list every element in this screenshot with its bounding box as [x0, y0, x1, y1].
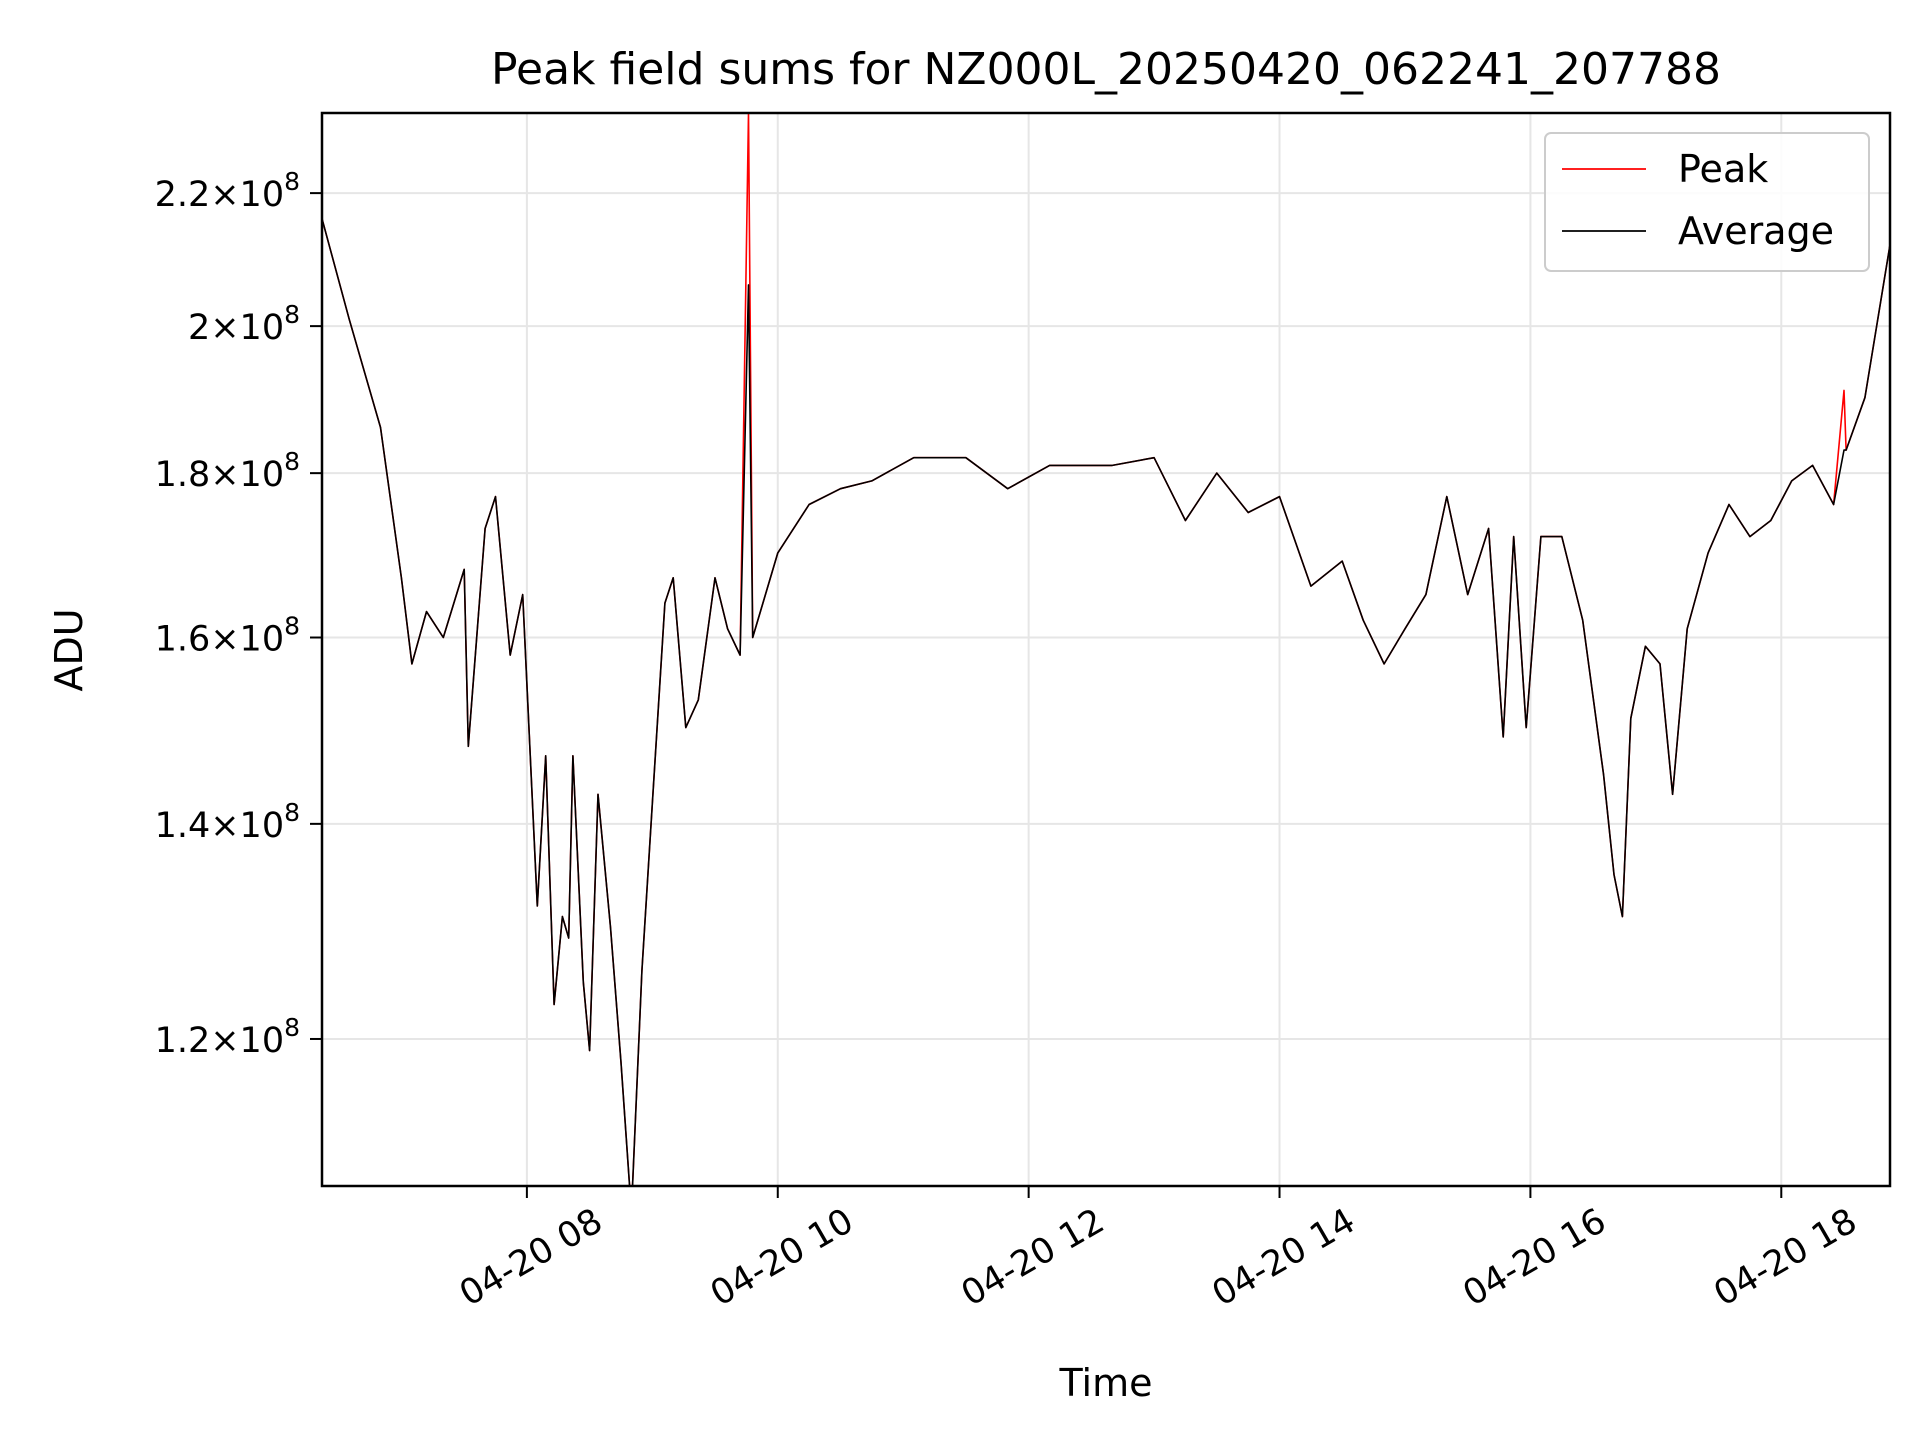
y-tick-label: 1.4×108 [155, 798, 300, 846]
series-line-average [322, 218, 1890, 1186]
y-tick-label: 1.2×108 [155, 1013, 300, 1061]
series-lines [322, 113, 1890, 1186]
legend-box [1544, 132, 1870, 272]
y-axis: 1.2×108 1.4×108 1.6×108 1.8×108 2×108 2.2×108 [155, 167, 322, 1061]
y-tick-label: 2×108 [188, 300, 300, 348]
y-tick-label: 1.8×108 [155, 447, 300, 495]
legend-label-peak: Peak [1678, 147, 1768, 191]
grid [322, 113, 1890, 1186]
y-axis-label: ADU [47, 608, 91, 691]
x-axis-label: Time [1059, 1361, 1153, 1405]
chart-title: Peak field sums for NZ000L_20250420_0622… [491, 44, 1721, 95]
legend-label-average: Average [1678, 209, 1834, 253]
y-tick-label: 1.6×108 [155, 612, 300, 660]
y-tick-label: 2.2×108 [155, 167, 300, 215]
legend: Peak Average [1544, 132, 1870, 272]
plot-frame [320, 111, 1892, 1188]
